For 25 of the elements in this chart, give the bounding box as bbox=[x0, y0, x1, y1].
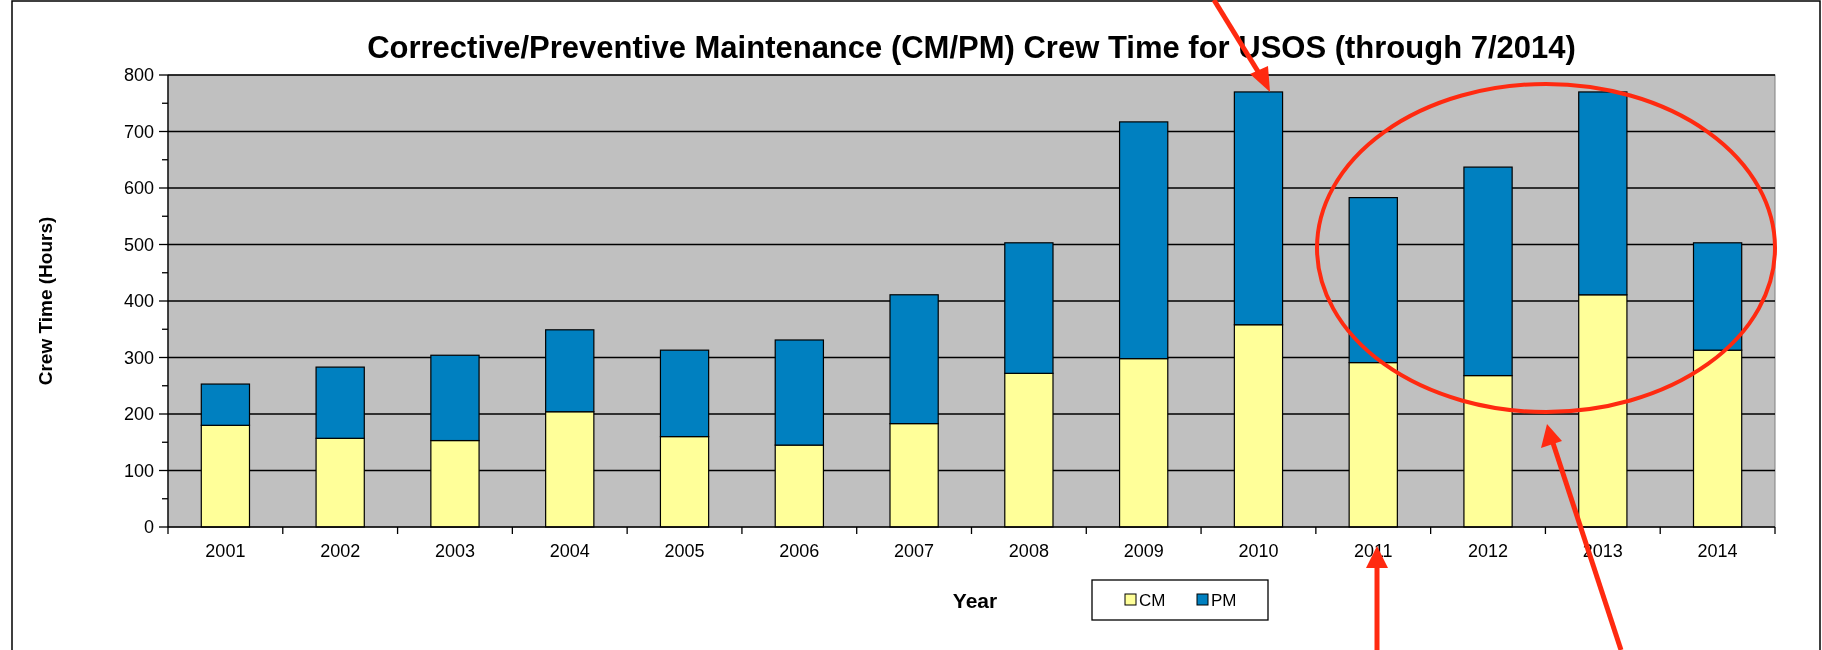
x-tick-label: 2001 bbox=[205, 541, 246, 561]
x-tick-label: 2010 bbox=[1238, 541, 1279, 561]
x-tick-label: 2008 bbox=[1008, 541, 1049, 561]
y-tick-label: 400 bbox=[123, 291, 154, 312]
y-tick-label: 700 bbox=[123, 121, 154, 142]
x-tick-label: 2003 bbox=[434, 541, 475, 561]
x-tick-label: 2014 bbox=[1697, 541, 1738, 561]
y-tick-label: 600 bbox=[123, 178, 154, 199]
x-tick-label: 2004 bbox=[549, 541, 590, 561]
legend-label: PM bbox=[1211, 590, 1237, 610]
y-tick-label: 0 bbox=[143, 517, 154, 538]
legend-label: CM bbox=[1139, 590, 1166, 610]
x-tick-label: 2006 bbox=[779, 541, 820, 561]
x-tick-label: 2005 bbox=[664, 541, 705, 561]
y-axis-title: Crew Time (Hours) bbox=[35, 216, 56, 386]
y-tick-label: 500 bbox=[123, 234, 154, 255]
x-axis-title: Year bbox=[952, 589, 998, 612]
y-tick-label: 800 bbox=[123, 65, 154, 86]
y-tick-label: 100 bbox=[123, 460, 154, 481]
x-tick-label: 2009 bbox=[1123, 541, 1164, 561]
x-tick-label: 2007 bbox=[894, 541, 935, 561]
x-tick-label: 2012 bbox=[1468, 541, 1509, 561]
x-tick-label: 2002 bbox=[320, 541, 361, 561]
y-tick-label: 300 bbox=[123, 347, 154, 368]
y-tick-label: 200 bbox=[123, 404, 154, 425]
